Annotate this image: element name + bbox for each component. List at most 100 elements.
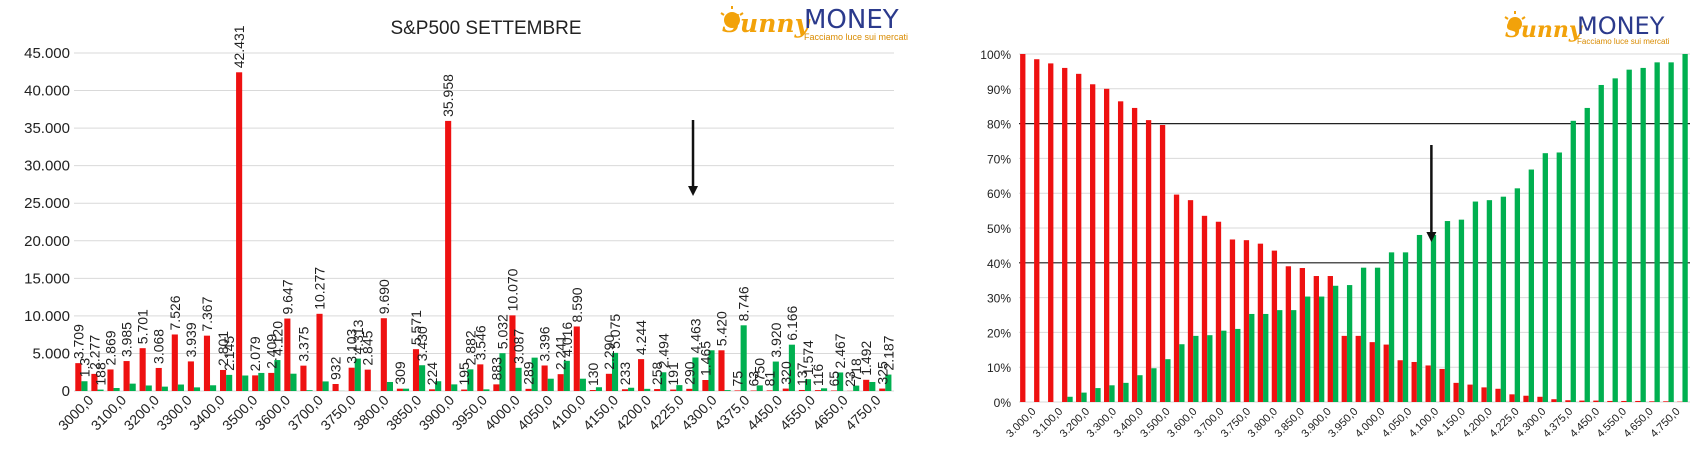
x-tick-label: 3400,0 xyxy=(186,392,228,434)
put-bar xyxy=(1090,84,1096,402)
put-data-label: 130 xyxy=(585,362,601,386)
call-bar xyxy=(483,389,490,391)
put-bar xyxy=(219,369,227,391)
arrow-head xyxy=(688,186,699,196)
put-bar xyxy=(461,389,468,391)
call-bar xyxy=(451,384,458,391)
put-bar xyxy=(654,389,661,391)
call-bar xyxy=(547,378,554,391)
call-bar xyxy=(1095,388,1101,402)
put-data-label: 3.709 xyxy=(70,324,86,359)
call-bar xyxy=(885,374,892,391)
put-bar xyxy=(1271,250,1278,402)
call-data-label: 5.075 xyxy=(607,314,623,349)
put-bar xyxy=(1145,120,1152,403)
put-bar xyxy=(1187,200,1194,402)
arrow-head xyxy=(1426,232,1437,242)
call-bar xyxy=(1472,201,1479,402)
oi-chart-title: S&P500 SETTEMBRE xyxy=(390,18,581,39)
cumulative-chart-arrow xyxy=(1426,145,1437,242)
call-bar xyxy=(1123,382,1129,402)
put-data-label: 3.375 xyxy=(295,326,311,361)
put-data-label: 1.465 xyxy=(697,341,713,376)
call-bar xyxy=(1486,200,1493,402)
put-bar xyxy=(1131,107,1138,402)
put-bar xyxy=(1159,124,1166,402)
put-data-label: 3.103 xyxy=(344,328,360,363)
sunny-money-logo-2: Sunny MONEY Facciamo luce sui mercati xyxy=(1504,11,1670,46)
oi-chart-bars xyxy=(75,72,892,391)
y-tick-label: 5.000 xyxy=(32,345,70,362)
x-tick-label: 3950,0 xyxy=(449,392,491,434)
cumulative-chart-bars xyxy=(1020,54,1688,403)
call-bar xyxy=(644,388,651,391)
y-tick-label: 0% xyxy=(994,396,1012,410)
put-bar xyxy=(782,388,789,391)
put-data-label: 2.801 xyxy=(215,331,231,366)
sunny-money-logo: Sunny MONEY Facciamo luce sui mercati xyxy=(720,5,908,42)
put-bar xyxy=(477,364,484,391)
call-data-label: 188 xyxy=(93,362,109,386)
put-data-label: 258 xyxy=(649,361,665,385)
call-data-label: 5.032 xyxy=(494,314,510,349)
call-bar xyxy=(1570,120,1576,402)
put-bar xyxy=(1062,67,1068,403)
put-bar xyxy=(1285,266,1292,402)
put-bar xyxy=(1565,400,1571,402)
put-bar xyxy=(573,326,580,391)
put-data-label: 137 xyxy=(794,362,810,386)
call-bar xyxy=(1668,62,1674,403)
put-data-label: 7.367 xyxy=(199,296,215,331)
x-tick-label: 3800,0 xyxy=(350,392,392,434)
y-tick-label: 25.000 xyxy=(24,195,70,212)
x-tick-label: 3600,0 xyxy=(252,392,294,434)
call-bar xyxy=(628,387,635,391)
put-bar xyxy=(589,390,596,391)
x-tick-label: 3300,0 xyxy=(153,392,195,434)
put-data-label: 3.939 xyxy=(183,322,199,357)
call-bar xyxy=(563,360,570,391)
put-bar xyxy=(718,350,725,391)
call-bar xyxy=(322,381,329,391)
cumulative-chart-x-axis: 3.000,03.100,03.200,03.300,03.400,03.500… xyxy=(1004,406,1683,440)
call-data-label: 718 xyxy=(848,358,864,382)
put-bar xyxy=(1621,400,1627,402)
call-bar xyxy=(1109,385,1115,402)
call-bar xyxy=(772,361,779,391)
call-bar xyxy=(1528,169,1534,402)
call-bar xyxy=(724,390,731,391)
put-bar xyxy=(1383,344,1389,402)
logo-word-money: MONEY xyxy=(1577,12,1665,40)
call-bar xyxy=(1151,368,1157,402)
call-data-label: 2.467 xyxy=(832,333,848,368)
put-bar xyxy=(1313,276,1319,402)
x-tick-label: 4225,0 xyxy=(645,392,687,434)
call-bar xyxy=(1165,359,1171,402)
call-bar xyxy=(1640,67,1646,403)
cumulative-chart-y-axis: 0% 10% 20% 30% 40% 50% 60% 70% 80% 90% 100% xyxy=(980,48,1011,410)
put-bar xyxy=(1495,388,1501,402)
call-bar xyxy=(1444,221,1451,402)
y-tick-label: 100% xyxy=(980,48,1011,62)
call-bar xyxy=(306,390,313,391)
put-bar xyxy=(1341,335,1347,402)
call-bar xyxy=(97,389,104,391)
put-bar xyxy=(332,383,339,391)
call-bar xyxy=(531,357,538,391)
call-bar xyxy=(1682,54,1688,402)
put-bar xyxy=(1453,382,1459,402)
call-bar xyxy=(274,360,281,391)
call-bar xyxy=(1137,375,1143,402)
put-bar xyxy=(1635,400,1641,402)
call-bar xyxy=(290,373,297,391)
call-data-label: 3.430 xyxy=(414,326,430,361)
logo-tagline: Facciamo luce sui mercati xyxy=(1577,37,1670,46)
put-bar xyxy=(155,367,162,391)
oi-chart-y-axis: 0 5.000 10.000 15.000 20.000 25.000 30.000 35.0… xyxy=(24,45,70,400)
y-tick-label: 10.000 xyxy=(24,308,70,325)
put-bar xyxy=(557,374,564,391)
put-data-label: 290 xyxy=(681,361,697,385)
call-bar xyxy=(354,358,361,391)
call-bar xyxy=(756,385,763,391)
